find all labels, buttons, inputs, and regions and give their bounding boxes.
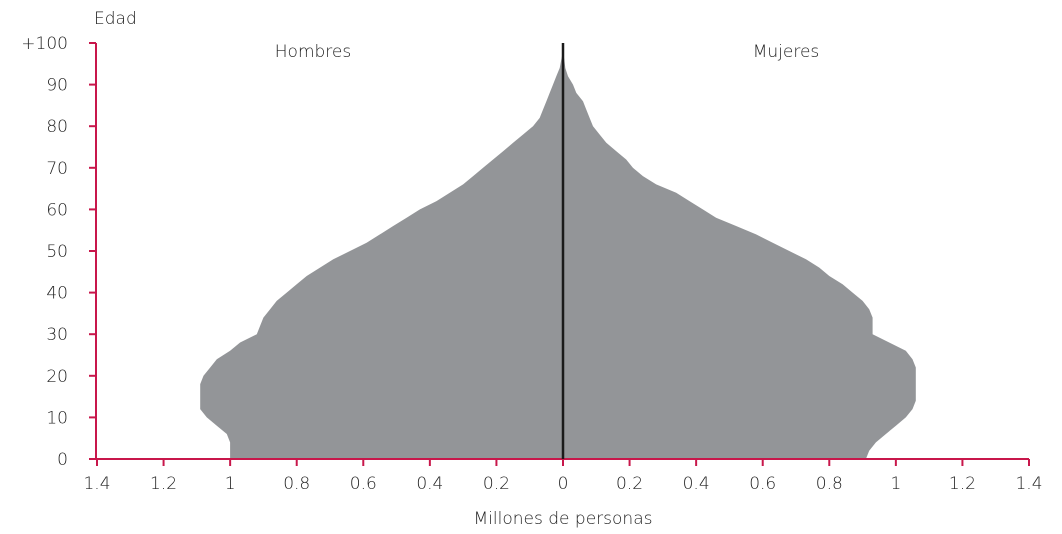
y-tick-label: 20 <box>46 367 68 387</box>
y-tick-label: 80 <box>46 117 68 137</box>
series-area-hombres <box>200 43 563 459</box>
y-tick-label: 60 <box>46 200 68 220</box>
x-tick-label: 0.8 <box>283 474 310 494</box>
x-tick-label: 1.4 <box>1015 474 1042 494</box>
x-tick-label: 0.6 <box>350 474 377 494</box>
y-tick-label: 70 <box>46 159 68 179</box>
y-tick-label: 0 <box>57 450 68 470</box>
x-tick-label: 1.2 <box>949 474 976 494</box>
x-tick-label: 0.2 <box>483 474 510 494</box>
y-tick-label: +100 <box>21 34 68 54</box>
x-tick-label: 0.4 <box>683 474 710 494</box>
x-tick-label: 1 <box>890 474 901 494</box>
x-tick-label: 1.4 <box>83 474 110 494</box>
y-tick-label: 30 <box>46 325 68 345</box>
x-tick-label: 0.2 <box>616 474 643 494</box>
x-axis-title: Millones de personas <box>474 509 653 529</box>
y-tick-label: 40 <box>46 284 68 304</box>
y-tick-label: 90 <box>46 76 68 96</box>
y-tick-label: 50 <box>46 242 68 262</box>
mujeres-label: Mujeres <box>753 42 820 62</box>
y-tick-label: 10 <box>46 408 68 428</box>
x-tick-label: 0.4 <box>416 474 443 494</box>
hombres-label: Hombres <box>275 42 351 62</box>
x-tick-label: 1 <box>225 474 236 494</box>
area-layer <box>200 43 916 459</box>
x-tick-label: 0.8 <box>816 474 843 494</box>
x-tick-label: 0.6 <box>749 474 776 494</box>
series-area-mujeres <box>563 43 916 459</box>
x-tick-label: 1.2 <box>150 474 177 494</box>
x-tick-label: 0 <box>558 474 569 494</box>
y-axis-title: Edad <box>94 9 137 29</box>
